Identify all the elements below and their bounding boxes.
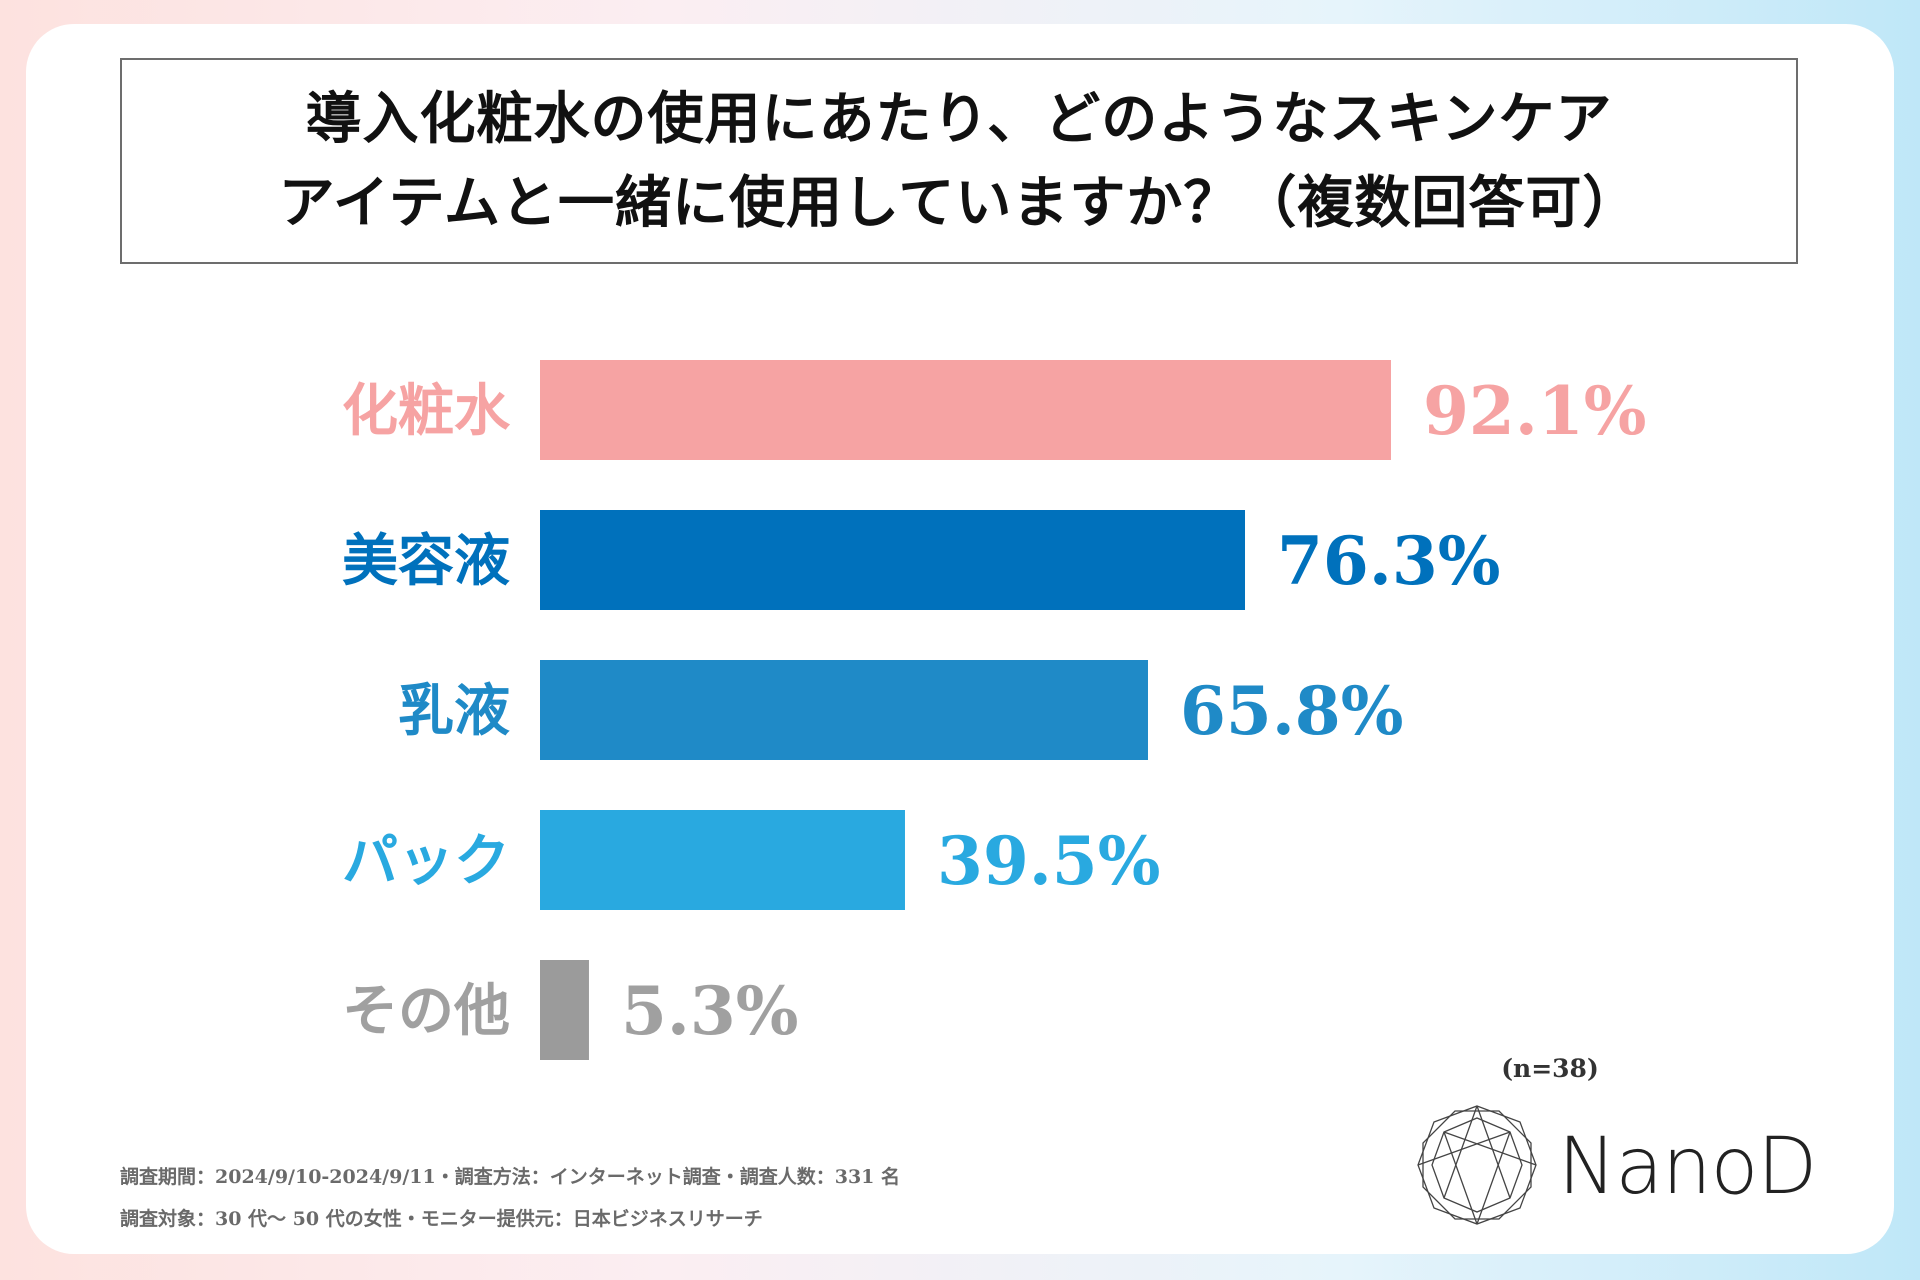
category-label-2: 美容液 bbox=[342, 528, 510, 594]
footnotes: 調査期間：2024/9/10-2024/9/11・調査方法：インターネット調査・… bbox=[120, 1156, 900, 1240]
bar-1 bbox=[540, 360, 1391, 460]
sample-size-label: (n=38) bbox=[1501, 1054, 1599, 1083]
bar-3 bbox=[540, 660, 1148, 760]
chart-card bbox=[26, 24, 1894, 1254]
category-label-5: その他 bbox=[342, 978, 510, 1044]
chart-title-line-1: 導入化粧水の使用にあたり、どのようなスキンケア bbox=[305, 86, 1613, 152]
brand-logo-text: NanoD bbox=[1558, 1122, 1817, 1212]
bar-5 bbox=[540, 960, 589, 1060]
bar-4 bbox=[540, 810, 905, 910]
title-box: 導入化粧水の使用にあたり、どのようなスキンケア アイテムと一緒に使用していますか… bbox=[120, 58, 1798, 264]
survey-target-note: 調査対象：30 代～ 50 代の女性・モニター提供元：日本ビジネスリサーチ bbox=[120, 1208, 763, 1230]
value-label-2: 76.3% bbox=[1277, 522, 1500, 600]
category-label-4: パック bbox=[342, 828, 510, 894]
survey-period-note: 調査期間：2024/9/10-2024/9/11・調査方法：インターネット調査・… bbox=[120, 1166, 901, 1188]
value-label-5: 5.3% bbox=[621, 972, 799, 1050]
brand-logo: NanoD bbox=[1412, 1102, 1817, 1228]
value-label-4: 39.5% bbox=[937, 822, 1160, 900]
bar-2 bbox=[540, 510, 1246, 610]
value-label-3: 65.8% bbox=[1180, 672, 1403, 750]
value-label-1: 92.1% bbox=[1423, 372, 1646, 450]
category-label-3: 乳液 bbox=[398, 678, 510, 744]
chart-title-line-2: アイテムと一緒に使用していますか？（複数回答可） bbox=[278, 170, 1640, 236]
category-label-1: 化粧水 bbox=[342, 378, 511, 444]
diamond-logo-icon bbox=[1417, 1105, 1537, 1225]
